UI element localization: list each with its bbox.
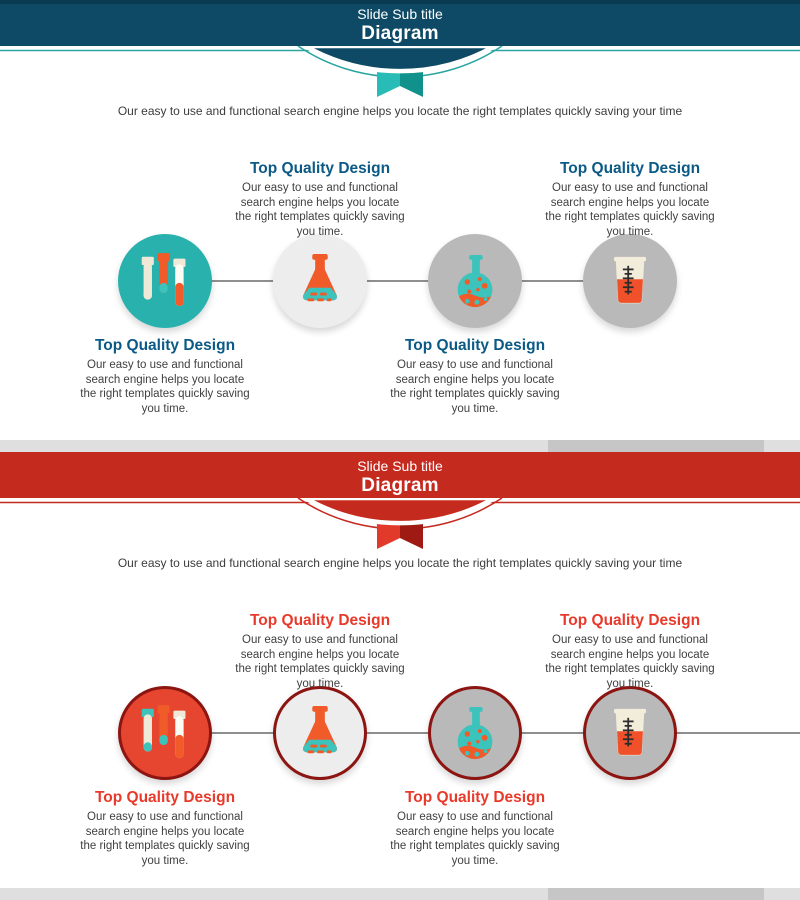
slide-subtitle: Slide Sub title [357, 6, 443, 22]
round-bottom-flask-icon [457, 706, 493, 760]
banner-text: Slide Sub title Diagram [0, 458, 800, 497]
feature-text-block: Top Quality Design Our easy to use and f… [203, 612, 437, 691]
circle-round-flask [428, 686, 522, 780]
feature-heading: Top Quality Design [94, 789, 236, 806]
feature-text-block: Top Quality Design Our easy to use and f… [48, 337, 282, 416]
feature-body: Our easy to use and functional search en… [390, 811, 560, 867]
feature-text-block: Top Quality Design Our easy to use and f… [358, 337, 592, 416]
feature-text-block: Top Quality Design Our easy to use and f… [513, 612, 747, 691]
banner-text: Slide Sub title Diagram [0, 6, 800, 45]
slide-title: Diagram [361, 23, 439, 45]
slide-title: Diagram [361, 475, 439, 497]
circle-test-tubes [118, 686, 212, 780]
bulge-accent-ring [297, 497, 503, 530]
banner-bulge [296, 495, 504, 526]
circle-test-tubes [118, 234, 212, 328]
feature-heading: Top Quality Design [404, 789, 546, 806]
bottom-bar [0, 888, 800, 900]
beaker-icon [613, 255, 647, 305]
feature-body: Our easy to use and functional search en… [80, 811, 250, 867]
divider-dark-segment [548, 440, 764, 452]
slide-divider-bar [0, 440, 800, 452]
erlenmeyer-flask-icon [303, 706, 337, 754]
feature-heading: Top Quality Design [249, 612, 391, 629]
feature-heading: Top Quality Design [249, 160, 391, 177]
feature-body: Our easy to use and functional search en… [545, 182, 715, 238]
top-border-strip [0, 0, 800, 4]
feature-body: Our easy to use and functional search en… [235, 182, 405, 238]
feature-text-block: Top Quality Design Our easy to use and f… [48, 789, 282, 868]
test-tubes-icon [141, 253, 186, 307]
slide-teal-diagram: Slide Sub title Diagram Our easy to use … [0, 0, 800, 440]
circle-beaker [583, 686, 677, 780]
feature-heading: Top Quality Design [404, 337, 546, 354]
slide-description: Our easy to use and functional search en… [117, 104, 683, 118]
feature-body: Our easy to use and functional search en… [390, 359, 560, 415]
feature-body: Our easy to use and functional search en… [545, 634, 715, 690]
feature-heading: Top Quality Design [559, 612, 701, 629]
circle-erlenmeyer-flask [273, 686, 367, 780]
bookmark-ribbon-icon [377, 58, 423, 97]
erlenmeyer-flask-icon [303, 254, 337, 302]
feature-body: Our easy to use and functional search en… [235, 634, 405, 690]
feature-text-block: Top Quality Design Our easy to use and f… [358, 789, 592, 868]
divider-dark-segment [548, 888, 764, 900]
slide-description: Our easy to use and functional search en… [117, 556, 683, 570]
feature-heading: Top Quality Design [559, 160, 701, 177]
feature-heading: Top Quality Design [94, 337, 236, 354]
connector-line [165, 280, 630, 282]
banner-bulge [296, 43, 504, 74]
feature-body: Our easy to use and functional search en… [80, 359, 250, 415]
feature-text-block: Top Quality Design Our easy to use and f… [513, 160, 747, 239]
circle-erlenmeyer-flask [273, 234, 367, 328]
beaker-icon [613, 708, 647, 757]
bulge-accent-ring [297, 45, 503, 78]
test-tubes-icon [141, 705, 186, 759]
feature-text-block: Top Quality Design Our easy to use and f… [203, 160, 437, 239]
circle-beaker [583, 234, 677, 328]
bookmark-ribbon-icon [377, 510, 423, 549]
round-bottom-flask-icon [457, 254, 493, 308]
slide-red-diagram: Slide Sub title Diagram Our easy to use … [0, 452, 800, 888]
circle-round-flask [428, 234, 522, 328]
slide-subtitle: Slide Sub title [357, 458, 443, 474]
